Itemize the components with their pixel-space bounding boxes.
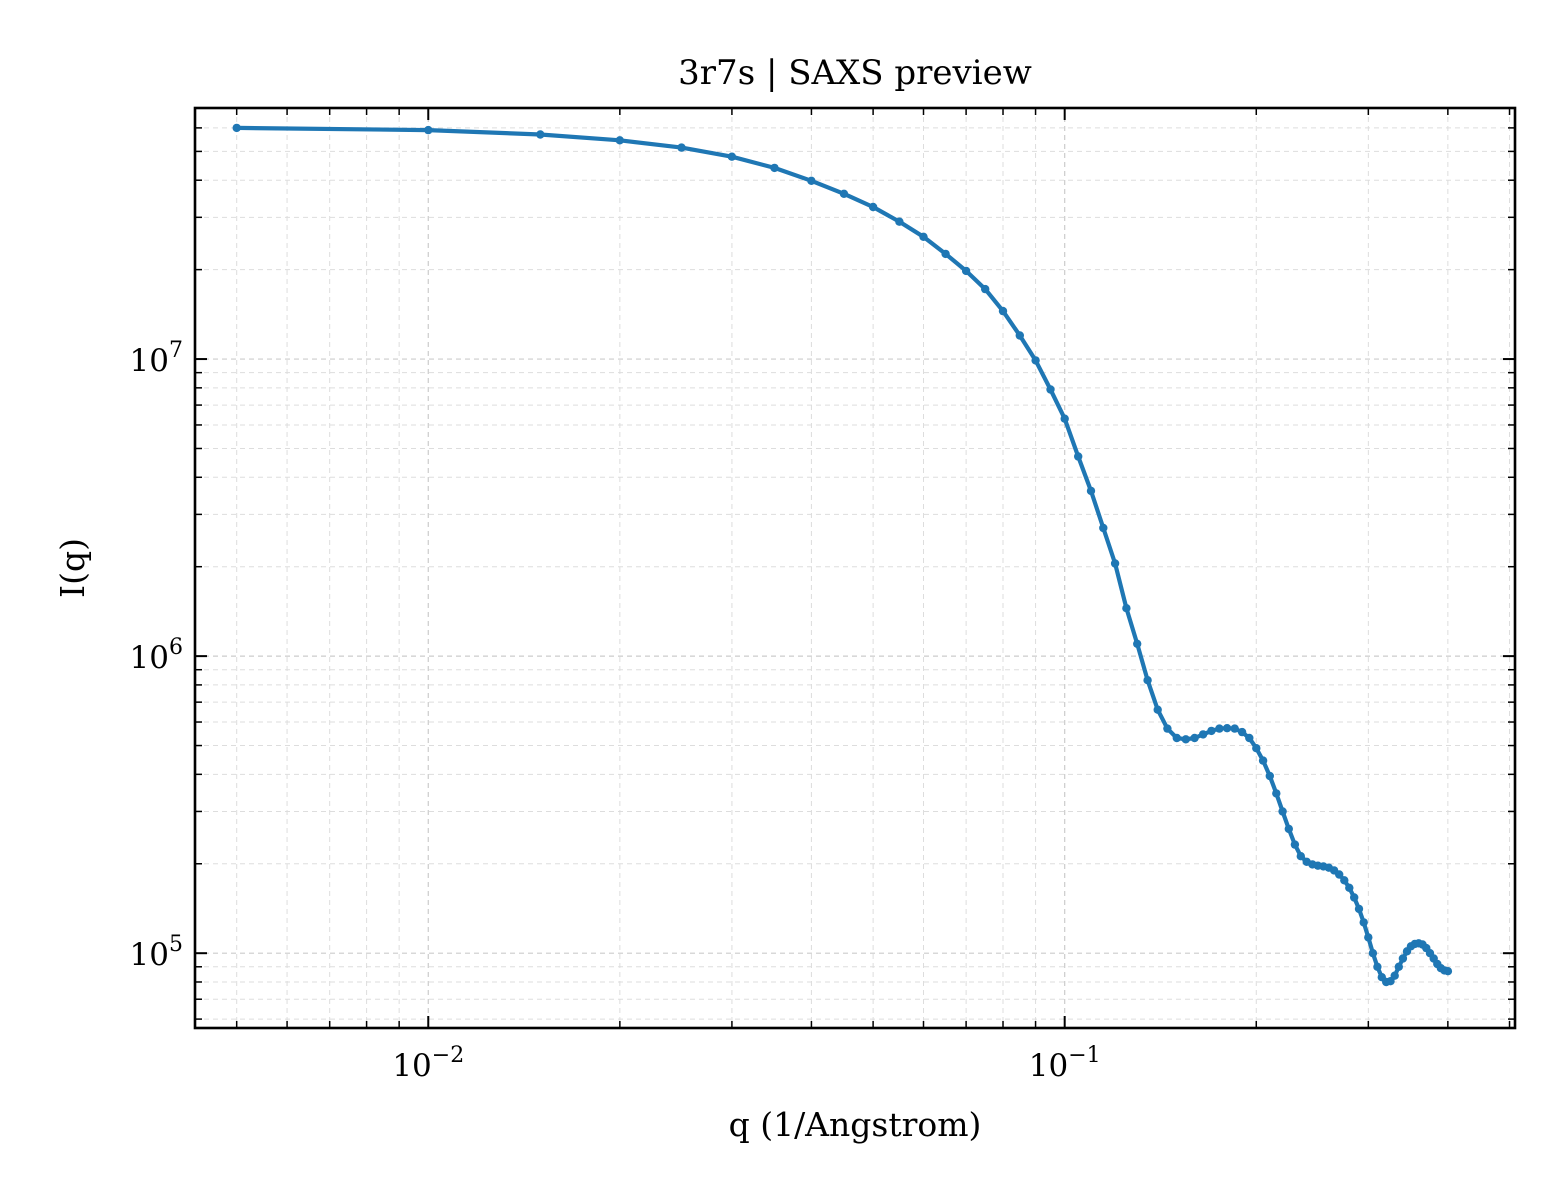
data-point: [1272, 789, 1281, 798]
data-point: [424, 125, 433, 135]
data-point: [1122, 604, 1131, 613]
data-point: [1368, 949, 1378, 958]
x-axis-label: q (1/Angstrom): [729, 1105, 982, 1144]
data-point: [1252, 744, 1261, 753]
data-point: [1237, 727, 1247, 737]
data-point: [1443, 967, 1453, 976]
data-point: [1215, 724, 1224, 733]
data-point: [677, 143, 686, 152]
data-point: [1190, 733, 1199, 743]
data-point: [1163, 724, 1172, 733]
data-point: [1172, 733, 1182, 743]
data-point: [895, 217, 904, 226]
data-point: [615, 136, 624, 145]
grid-lines: [195, 107, 1515, 1028]
data-point: [1198, 730, 1208, 739]
data-point: [1153, 705, 1162, 714]
data-point: [1278, 807, 1287, 816]
data-point: [919, 232, 928, 241]
data-point: [1230, 724, 1239, 733]
x-tick-label: 10−2: [392, 1043, 464, 1084]
data-point: [1340, 876, 1349, 885]
y-tick-label: 105: [130, 932, 183, 973]
data-point: [961, 266, 971, 276]
data-point: [770, 163, 779, 173]
data-point: [1258, 756, 1268, 765]
data-point: [1290, 840, 1300, 849]
data-point: [1060, 414, 1069, 423]
data-point: [1133, 639, 1142, 648]
data-point: [839, 189, 849, 198]
data-point: [868, 202, 878, 212]
data-point: [536, 130, 545, 139]
chart-title: 3r7s | SAXS preview: [678, 53, 1032, 93]
data-point: [1394, 962, 1404, 971]
data-point: [1364, 933, 1373, 942]
data-point: [727, 152, 737, 161]
data-point: [1222, 724, 1232, 733]
data-point: [1086, 486, 1096, 496]
data-point: [1398, 954, 1408, 963]
data-point: [981, 284, 990, 294]
data-point: [1245, 733, 1254, 743]
data-point: [1345, 883, 1354, 892]
data-point: [1354, 904, 1364, 914]
data-point: [1265, 771, 1275, 781]
y-tick-label: 107: [130, 338, 183, 379]
data-point: [807, 176, 816, 185]
data-point: [941, 249, 950, 259]
plot-frame: [193, 106, 1517, 1030]
data-point: [1143, 676, 1152, 685]
data-point: [232, 123, 241, 133]
series-layer: [232, 123, 1453, 987]
axis-ticks: 10−2 10−1 105 106 107: [130, 107, 1515, 1084]
data-point: [1335, 870, 1344, 879]
data-point: [1373, 962, 1382, 971]
data-point: [1099, 523, 1108, 533]
data-point: [1046, 385, 1055, 394]
data-point: [1359, 918, 1368, 927]
data-point: [998, 306, 1008, 316]
data-point: [1181, 735, 1191, 744]
y-tick-label: 106: [130, 635, 183, 676]
data-point: [1074, 452, 1083, 461]
data-point: [1296, 852, 1306, 861]
data-point: [1110, 559, 1120, 568]
y-axis-label: I(q): [53, 538, 92, 598]
data-point: [1015, 331, 1024, 340]
data-point: [1207, 726, 1216, 736]
data-point: [1284, 824, 1294, 834]
x-tick-label: 10−1: [1029, 1043, 1101, 1084]
data-point: [1350, 893, 1359, 902]
data-point: [1031, 356, 1040, 365]
data-point: [1390, 971, 1399, 980]
